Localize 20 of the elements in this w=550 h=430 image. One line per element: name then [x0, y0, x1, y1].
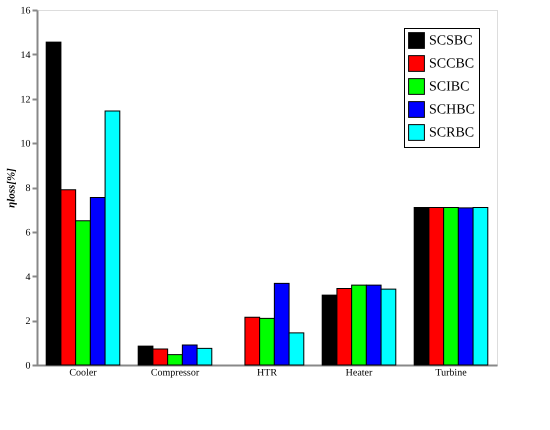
legend-label: SCIBC: [429, 80, 470, 94]
legend-label: SCHBC: [429, 102, 475, 118]
legend-label: SCRBC: [429, 126, 474, 140]
y-tick-label: 0: [26, 360, 30, 372]
x-tick-label: Heater: [346, 368, 373, 378]
y-axis-title: ηloss[%]: [6, 168, 18, 208]
x-tick-label: Compressor: [150, 368, 200, 378]
y-tick-label: 12: [20, 94, 30, 106]
y-tick-label: 6: [26, 227, 30, 238]
y-tick-label: 8: [26, 183, 30, 194]
legend-label: SCCBC: [429, 56, 474, 72]
y-tick-label: 10: [20, 138, 30, 150]
y-tick-label: 2: [26, 316, 30, 328]
legend-label: SCSBC: [429, 34, 473, 48]
y-tick-label: 16: [20, 6, 30, 16]
x-tick-label: Turbine: [435, 368, 468, 378]
x-tick-label: Cooler: [69, 368, 98, 378]
y-tick-label: 4: [26, 272, 30, 283]
y-tick-label: 14: [20, 50, 30, 61]
x-tick-label: HTR: [257, 368, 278, 378]
